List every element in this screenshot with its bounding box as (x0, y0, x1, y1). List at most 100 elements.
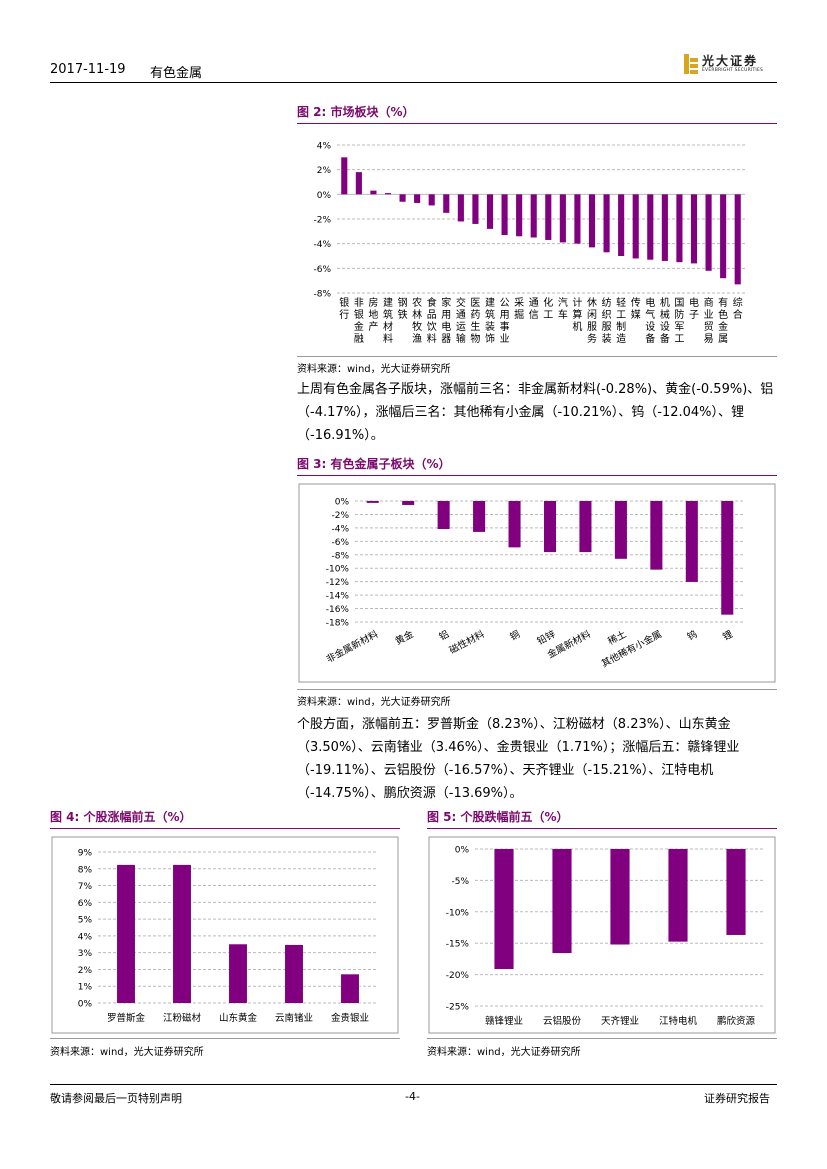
bar-稀土 (614, 501, 627, 559)
fig2-source-rule (297, 356, 777, 357)
bar-罗普斯金 (117, 864, 135, 1003)
fig3-chart: 0% -2% -4% -6% -8% -10% -12% -14% -16% -18% 非金属新材… (298, 483, 776, 683)
x-category-label: 计算机 (572, 296, 582, 333)
y-tick-label: 0% (335, 498, 350, 508)
x-category-label: 轻工制造 (616, 296, 626, 345)
y-tick-label: -2% (313, 216, 331, 226)
y-tick-label: -18% (326, 619, 350, 629)
x-category-label: 采掘 (514, 297, 524, 321)
x-category-label: 赣锋锂业 (485, 1015, 523, 1027)
y-tick-label: -8% (313, 290, 331, 300)
x-category-label: 综合 (733, 296, 743, 321)
y-tick-label: 5% (78, 916, 93, 926)
bar-家用电器 (443, 194, 450, 213)
y-tick-label: -10% (326, 565, 350, 575)
x-category-label: 建筑材料 (383, 296, 393, 345)
bar-金属新材料 (579, 501, 592, 553)
bar-机械设备 (661, 194, 668, 261)
y-tick-label: -20% (446, 971, 470, 981)
x-category-label: 传媒 (631, 297, 641, 321)
x-category-label: 家用电器 (441, 296, 451, 345)
y-tick-label: -25% (446, 1003, 470, 1013)
y-tick-label: 4% (317, 142, 332, 152)
bar-磁性材料 (473, 501, 486, 532)
y-tick-label: -14% (326, 592, 350, 602)
bar-其他稀有小金属 (650, 501, 663, 570)
x-category-label: 稀土 (606, 628, 629, 648)
bar-云南锗业 (285, 944, 303, 1003)
company-logo: 光大证券 EVERBRIGHT SECURITIES (684, 52, 779, 78)
bar-传媒 (632, 194, 639, 259)
y-tick-label: -16% (326, 605, 350, 615)
bar-有色金属 (720, 194, 727, 279)
paragraph-stocks: 个股方面，涨幅前五：罗普斯金（8.23%）、江粉磁材（8.23%）、山东黄金（3… (297, 717, 740, 801)
fig2-title-rule (297, 123, 777, 124)
x-category-label: 电子 (689, 296, 699, 321)
bar-公用事业 (501, 194, 508, 236)
bar-非银金融 (355, 172, 362, 195)
y-tick-label: -8% (331, 551, 349, 561)
y-tick-label: 7% (78, 882, 93, 892)
bar-铜 (508, 501, 521, 548)
x-category-label: 非金属新材料 (324, 628, 380, 666)
y-tick-label: -4% (331, 524, 349, 534)
fig5-title-rule (427, 828, 777, 829)
bar-商业贸易 (705, 194, 712, 271)
x-category-label: 其他稀有小金属 (599, 628, 663, 670)
bar-钨 (685, 501, 698, 582)
bar-轻工制造 (618, 194, 625, 256)
bar-建筑材料 (384, 193, 392, 195)
y-tick-label: 2% (317, 166, 332, 176)
x-category-label: 商业贸易 (704, 296, 714, 345)
x-category-label: 机械设备 (660, 296, 670, 345)
x-category-label: 鹏欣资源 (717, 1015, 756, 1027)
bar-通信 (530, 194, 537, 238)
footer-report-type: 证券研究报告 (704, 1092, 770, 1105)
y-tick-label: 8% (78, 865, 93, 875)
bar-云铝股份 (552, 849, 572, 954)
x-category-label: 铝 (437, 628, 451, 643)
x-category-label: 医药生物 (470, 297, 480, 345)
x-category-label: 金贵银业 (331, 1012, 369, 1024)
fig5-source: 资料来源：wind，光大证券研究所 (427, 1047, 581, 1058)
x-category-label: 黄金 (393, 628, 416, 648)
bar-计算机 (574, 194, 581, 244)
x-category-label: 江特电机 (659, 1015, 698, 1027)
bar-铅锌 (543, 501, 557, 553)
x-category-label: 房地产 (368, 296, 378, 333)
bar-黄金 (402, 501, 415, 505)
bar-电气设备 (647, 194, 654, 260)
page-number: -4- (405, 1090, 420, 1103)
y-tick-label: -2% (331, 511, 349, 521)
x-category-label: 公用事业 (500, 298, 510, 345)
fig2-chart: 4% 2% 0% -2% -4% -6% -8% 银行非银金融房地产建筑材料钢铁农林牧渔食品… (313, 142, 745, 345)
bar-江特电机 (668, 849, 688, 942)
x-category-label: 云铝股份 (543, 1015, 582, 1027)
logo-mark-icon (684, 54, 698, 74)
fig2-source: 资料来源：wind，光大证券研究所 (297, 364, 451, 375)
bar-纺织服装 (603, 194, 610, 253)
fig4-source: 资料来源：wind，光大证券研究所 (50, 1047, 204, 1058)
logo-cn-text: 光大证券 (702, 54, 759, 68)
paragraph-sub-sectors: 上周有色金属各子版块，涨幅前三名：非金属新材料(-0.28%)、黄金(-0.59… (297, 382, 774, 443)
bar-国防军工 (676, 194, 683, 263)
bar-铝 (437, 501, 450, 530)
fig4-chart: 9% 8% 7% 6% 5% 4% 3% 2% 1% 0% 罗普斯金 江粉磁材 山东黄金 云南锗业 金贵银… (51, 836, 399, 1034)
x-category-label: 铅锌 (535, 628, 558, 648)
y-tick-label: 4% (78, 932, 93, 942)
logo-en-text: EVERBRIGHT SECURITIES (702, 68, 764, 73)
bar-医药生物 (472, 194, 479, 224)
fig2-title: 图 2: 市场板块（%） (297, 105, 415, 119)
bar-江粉磁材 (173, 864, 191, 1003)
x-category-label: 云南锗业 (275, 1012, 313, 1024)
x-category-label: 非银金融 (354, 297, 364, 345)
x-category-label: 铜 (508, 628, 522, 643)
y-tick-label: 0% (455, 846, 470, 856)
fig5-source-rule (427, 1038, 777, 1039)
y-tick-label: 9% (78, 849, 93, 859)
y-tick-label: -12% (326, 578, 350, 588)
y-tick-label: -5% (451, 877, 469, 887)
y-tick-label: -15% (446, 940, 470, 950)
fig3-source: 资料来源：wind，光大证券研究所 (297, 697, 451, 708)
report-sector: 有色金属 (150, 66, 203, 81)
